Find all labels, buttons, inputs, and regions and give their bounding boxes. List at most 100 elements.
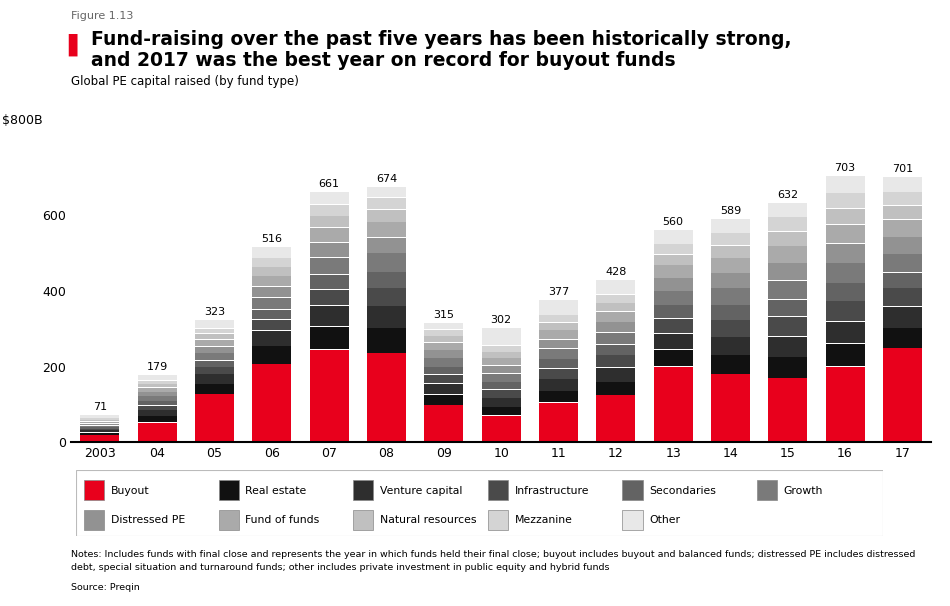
Bar — [769, 357, 808, 378]
Bar — [883, 205, 922, 219]
Bar — [425, 342, 464, 350]
Text: Source: Preqin: Source: Preqin — [71, 583, 140, 592]
Bar — [367, 187, 406, 198]
Bar — [253, 298, 292, 309]
Bar — [218, 481, 238, 501]
Text: 516: 516 — [261, 234, 282, 244]
Bar — [826, 193, 864, 208]
Bar — [597, 295, 636, 303]
Bar — [654, 244, 693, 255]
Bar — [597, 355, 636, 367]
Bar — [883, 328, 922, 348]
Text: Other: Other — [649, 515, 680, 525]
Bar — [711, 374, 750, 442]
Bar — [84, 510, 104, 530]
Bar — [310, 227, 349, 242]
Bar — [310, 350, 349, 442]
Text: 632: 632 — [777, 190, 798, 200]
Bar — [654, 291, 693, 305]
Bar — [253, 287, 292, 298]
Bar — [539, 315, 578, 322]
Bar — [138, 387, 177, 392]
Bar — [310, 305, 349, 326]
Bar — [883, 237, 922, 254]
Bar — [539, 348, 578, 359]
Bar — [539, 330, 578, 339]
Bar — [826, 208, 864, 225]
Bar — [367, 210, 406, 222]
Bar — [711, 355, 750, 374]
Bar — [488, 481, 508, 501]
Bar — [769, 336, 808, 357]
Bar — [425, 330, 464, 336]
Bar — [769, 263, 808, 281]
Text: Buyout: Buyout — [111, 486, 149, 496]
Text: Global PE capital raised (by fund type): Global PE capital raised (by fund type) — [71, 75, 299, 88]
Bar — [597, 395, 636, 442]
Bar — [218, 510, 238, 530]
Bar — [84, 481, 104, 501]
Text: Figure 1.13: Figure 1.13 — [71, 11, 134, 21]
Bar — [597, 303, 636, 311]
Bar — [310, 216, 349, 227]
Bar — [654, 265, 693, 278]
Bar — [769, 203, 808, 217]
Bar — [195, 395, 234, 442]
Bar — [310, 205, 349, 216]
Bar — [769, 217, 808, 231]
Bar — [425, 405, 464, 442]
Bar — [367, 328, 406, 353]
Bar — [195, 347, 234, 353]
Bar — [253, 319, 292, 330]
Text: Mezzanine: Mezzanine — [515, 515, 572, 525]
Bar — [539, 368, 578, 379]
Bar — [769, 316, 808, 336]
Bar — [81, 429, 120, 430]
Bar — [353, 481, 373, 501]
Bar — [539, 322, 578, 330]
Bar — [138, 375, 177, 381]
Bar — [253, 258, 292, 267]
Bar — [654, 319, 693, 334]
Bar — [711, 233, 750, 245]
Bar — [769, 299, 808, 316]
Bar — [138, 416, 177, 422]
Text: 323: 323 — [204, 307, 225, 317]
Bar — [138, 422, 177, 442]
Text: Notes: Includes funds with final close and represents the year in which funds he: Notes: Includes funds with final close a… — [71, 550, 916, 571]
Text: 315: 315 — [433, 310, 454, 320]
Bar — [769, 281, 808, 299]
Bar — [654, 230, 693, 244]
Bar — [81, 435, 120, 442]
Text: Distressed PE: Distressed PE — [111, 515, 185, 525]
Bar — [539, 391, 578, 402]
Bar — [195, 367, 234, 375]
Bar — [253, 364, 292, 442]
Bar — [195, 353, 234, 361]
Bar — [195, 384, 234, 395]
Bar — [883, 348, 922, 442]
FancyBboxPatch shape — [76, 470, 884, 536]
Text: 701: 701 — [892, 164, 913, 174]
Bar — [711, 258, 750, 273]
Bar — [310, 242, 349, 258]
Bar — [711, 337, 750, 355]
Bar — [826, 283, 864, 301]
Bar — [81, 427, 120, 429]
Bar — [482, 398, 521, 407]
Bar — [826, 244, 864, 263]
Bar — [654, 305, 693, 319]
Bar — [367, 306, 406, 328]
Bar — [654, 278, 693, 291]
Bar — [826, 225, 864, 244]
Text: Secondaries: Secondaries — [649, 486, 716, 496]
Text: ▌: ▌ — [68, 33, 86, 56]
Bar — [826, 301, 864, 321]
Bar — [622, 510, 642, 530]
Bar — [883, 254, 922, 272]
Bar — [711, 245, 750, 258]
Bar — [482, 416, 521, 442]
Bar — [539, 339, 578, 348]
Bar — [539, 359, 578, 368]
Bar — [195, 328, 234, 333]
